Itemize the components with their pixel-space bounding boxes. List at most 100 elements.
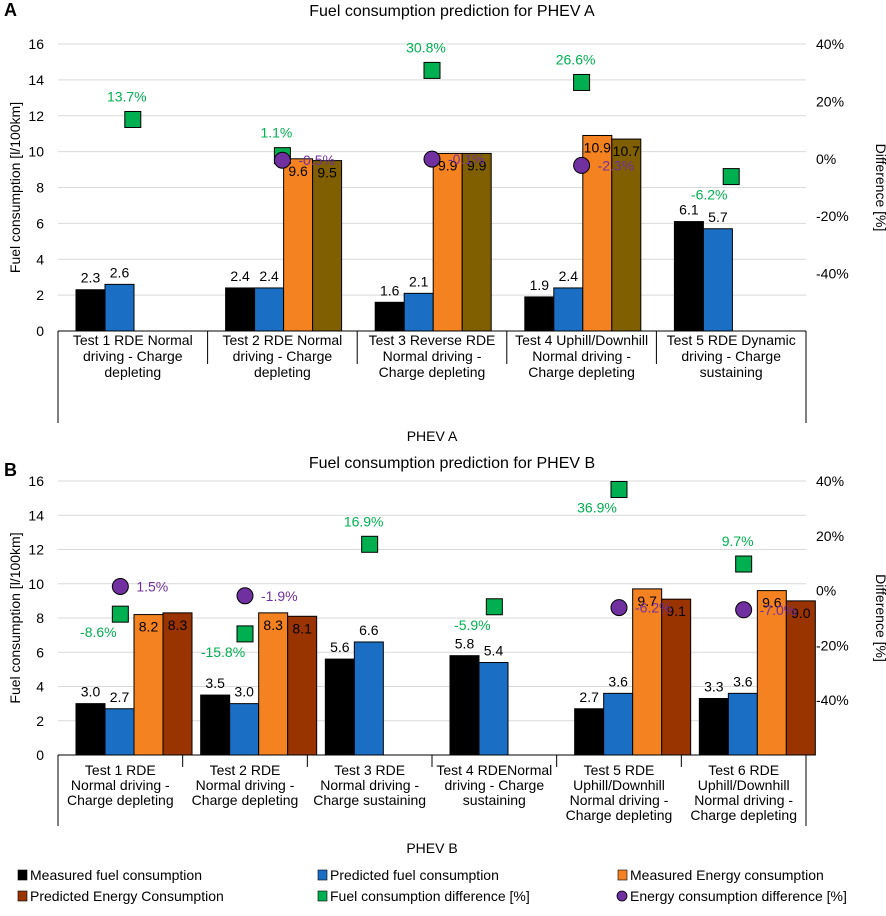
category-label: Normal driving - bbox=[532, 348, 631, 364]
y2-tick-label: 40% bbox=[816, 473, 844, 489]
bar-predicted-fuel-consumption bbox=[603, 692, 634, 756]
bar-predicted-fuel-consumption bbox=[254, 287, 285, 332]
category-label: Charge depleting bbox=[67, 792, 174, 808]
legend-marker-predicted_fuel bbox=[317, 869, 328, 881]
category-label: Test 1 RDE bbox=[85, 762, 156, 778]
y-tick-label: 0 bbox=[36, 323, 44, 339]
bar-predicted-fuel-consumption bbox=[403, 292, 434, 332]
bar-predicted-fuel-consumption bbox=[104, 283, 135, 332]
category-label: Test 2 RDE bbox=[210, 762, 281, 778]
category-label: Normal driving - bbox=[320, 777, 419, 793]
category-label: Charge depleting bbox=[379, 364, 486, 380]
bar-value-label: 2.6 bbox=[110, 264, 130, 280]
bar-value-label: 3.0 bbox=[234, 684, 254, 700]
category-label: driving - Charge bbox=[445, 777, 545, 793]
category-label: Uphill/Downhill bbox=[698, 777, 790, 793]
fuel-diff-label: 30.8% bbox=[406, 39, 446, 55]
bar-predicted-fuel-consumption bbox=[229, 703, 260, 756]
bar-value-label: 3.6 bbox=[733, 673, 753, 689]
bar-measured-fuel-consumption bbox=[324, 658, 355, 756]
bar-value-label: 5.7 bbox=[708, 209, 728, 225]
bar-measured-energy-consumption bbox=[133, 614, 164, 756]
bar-measured-fuel-consumption bbox=[524, 296, 555, 332]
energy-diff-label: -7.0% bbox=[760, 602, 797, 618]
category-label: Test 6 RDE bbox=[708, 762, 779, 778]
group-label: PHEV A bbox=[407, 428, 458, 444]
fuel-diff-label: 1.1% bbox=[260, 125, 292, 141]
legend-label: Predicted Energy Consumption bbox=[30, 888, 224, 904]
bar-value-label: 5.4 bbox=[484, 643, 504, 659]
bar-value-label: 8.2 bbox=[139, 619, 159, 635]
fuel-diff-label: -8.6% bbox=[80, 624, 117, 640]
bar-value-label: 9.6 bbox=[762, 595, 782, 611]
y-tick-label: 10 bbox=[28, 576, 44, 592]
fuel-diff-marker bbox=[573, 73, 591, 91]
bar-measured-fuel-consumption bbox=[698, 697, 729, 756]
energy-diff-marker bbox=[610, 599, 628, 617]
energy-diff-label: -6.2% bbox=[635, 600, 672, 616]
category-label: Charge sustaining bbox=[313, 792, 426, 808]
bar-value-label: 9.7 bbox=[637, 593, 657, 609]
y-axis-title: Fuel consumption [l/100km] bbox=[7, 102, 23, 273]
y2-tick-label: 0% bbox=[816, 583, 836, 599]
fuel-diff-label: -6.2% bbox=[691, 187, 728, 203]
bar-measured-energy-consumption bbox=[632, 588, 663, 756]
y2-tick-label: -20% bbox=[816, 637, 849, 653]
category-label: Normal driving - bbox=[570, 792, 669, 808]
bar-value-label: 2.4 bbox=[230, 268, 250, 284]
y-tick-label: 0 bbox=[36, 747, 44, 763]
category-label: Test 5 RDE Dynamic bbox=[667, 332, 796, 348]
y-tick-label: 6 bbox=[36, 215, 44, 231]
legend-label: Predicted fuel consumption bbox=[330, 867, 499, 883]
fuel-diff-marker bbox=[361, 535, 379, 553]
bar-value-label: 9.1 bbox=[666, 603, 686, 619]
bar-value-label: 1.6 bbox=[380, 282, 400, 298]
y-tick-label: 2 bbox=[36, 287, 44, 303]
legend-marker-predicted_energy_b bbox=[17, 890, 28, 902]
panel-label: A bbox=[4, 0, 17, 20]
bar-measured-fuel-consumption bbox=[574, 708, 605, 756]
category-label: depleting bbox=[104, 364, 161, 380]
bar-value-label: 2.4 bbox=[559, 268, 579, 284]
category-label: Normal driving - bbox=[694, 792, 793, 808]
fuel-diff-label: 36.9% bbox=[577, 499, 617, 515]
fuel-diff-marker bbox=[111, 605, 129, 623]
bar-predicted-energy-consumption bbox=[661, 598, 692, 756]
bar-value-label: 1.9 bbox=[530, 277, 550, 293]
category-label: Charge depleting bbox=[192, 792, 299, 808]
bar-predicted-fuel-consumption bbox=[553, 287, 584, 332]
energy-diff-label: -1.9% bbox=[261, 588, 298, 604]
energy-diff-label: -0.1% bbox=[448, 151, 485, 167]
bar-value-label: 2.7 bbox=[110, 689, 130, 705]
y-tick-label: 8 bbox=[36, 180, 44, 196]
legend: Measured fuel consumption Predicted fuel … bbox=[17, 867, 847, 904]
bar-value-label: 8.1 bbox=[292, 620, 312, 636]
energy-diff-marker bbox=[735, 601, 753, 619]
bar-value-label: 2.3 bbox=[81, 270, 101, 286]
bar-value-label: 9.6 bbox=[288, 163, 308, 179]
bar-value-label: 9.0 bbox=[791, 605, 811, 621]
bar-value-label: 6.1 bbox=[679, 202, 699, 218]
category-label: Charge depleting bbox=[528, 364, 635, 380]
energy-diff-marker bbox=[423, 150, 441, 168]
bar-measured-fuel-consumption bbox=[75, 703, 106, 756]
bar-measured-fuel-consumption bbox=[200, 694, 231, 756]
y-tick-label: 10 bbox=[28, 144, 44, 160]
bar-value-label: 3.5 bbox=[205, 675, 225, 691]
bar-measured-fuel-consumption bbox=[449, 655, 480, 756]
chart-title: Fuel consumption prediction for PHEV B bbox=[309, 455, 595, 472]
fuel-diff-marker bbox=[236, 625, 254, 643]
bar-predicted-fuel-consumption bbox=[727, 692, 758, 756]
bar-predicted-energy-consumption bbox=[162, 612, 193, 756]
category-label: driving - Charge bbox=[83, 348, 183, 364]
chart-panel-b: B Fuel consumption prediction for PHEV B 0… bbox=[4, 455, 886, 856]
fuel-diff-marker bbox=[722, 168, 740, 186]
bar-value-label: 6.6 bbox=[359, 622, 379, 638]
bar-measured-fuel-consumption bbox=[75, 289, 106, 332]
bar-value-label: 10.7 bbox=[613, 143, 640, 159]
bar-measured-fuel-consumption bbox=[374, 301, 405, 332]
category-label: Test 2 RDE Normal bbox=[222, 332, 342, 348]
category-label: depleting bbox=[254, 364, 311, 380]
y-tick-label: 14 bbox=[28, 507, 44, 523]
bar-measured-fuel-consumption bbox=[225, 287, 256, 332]
